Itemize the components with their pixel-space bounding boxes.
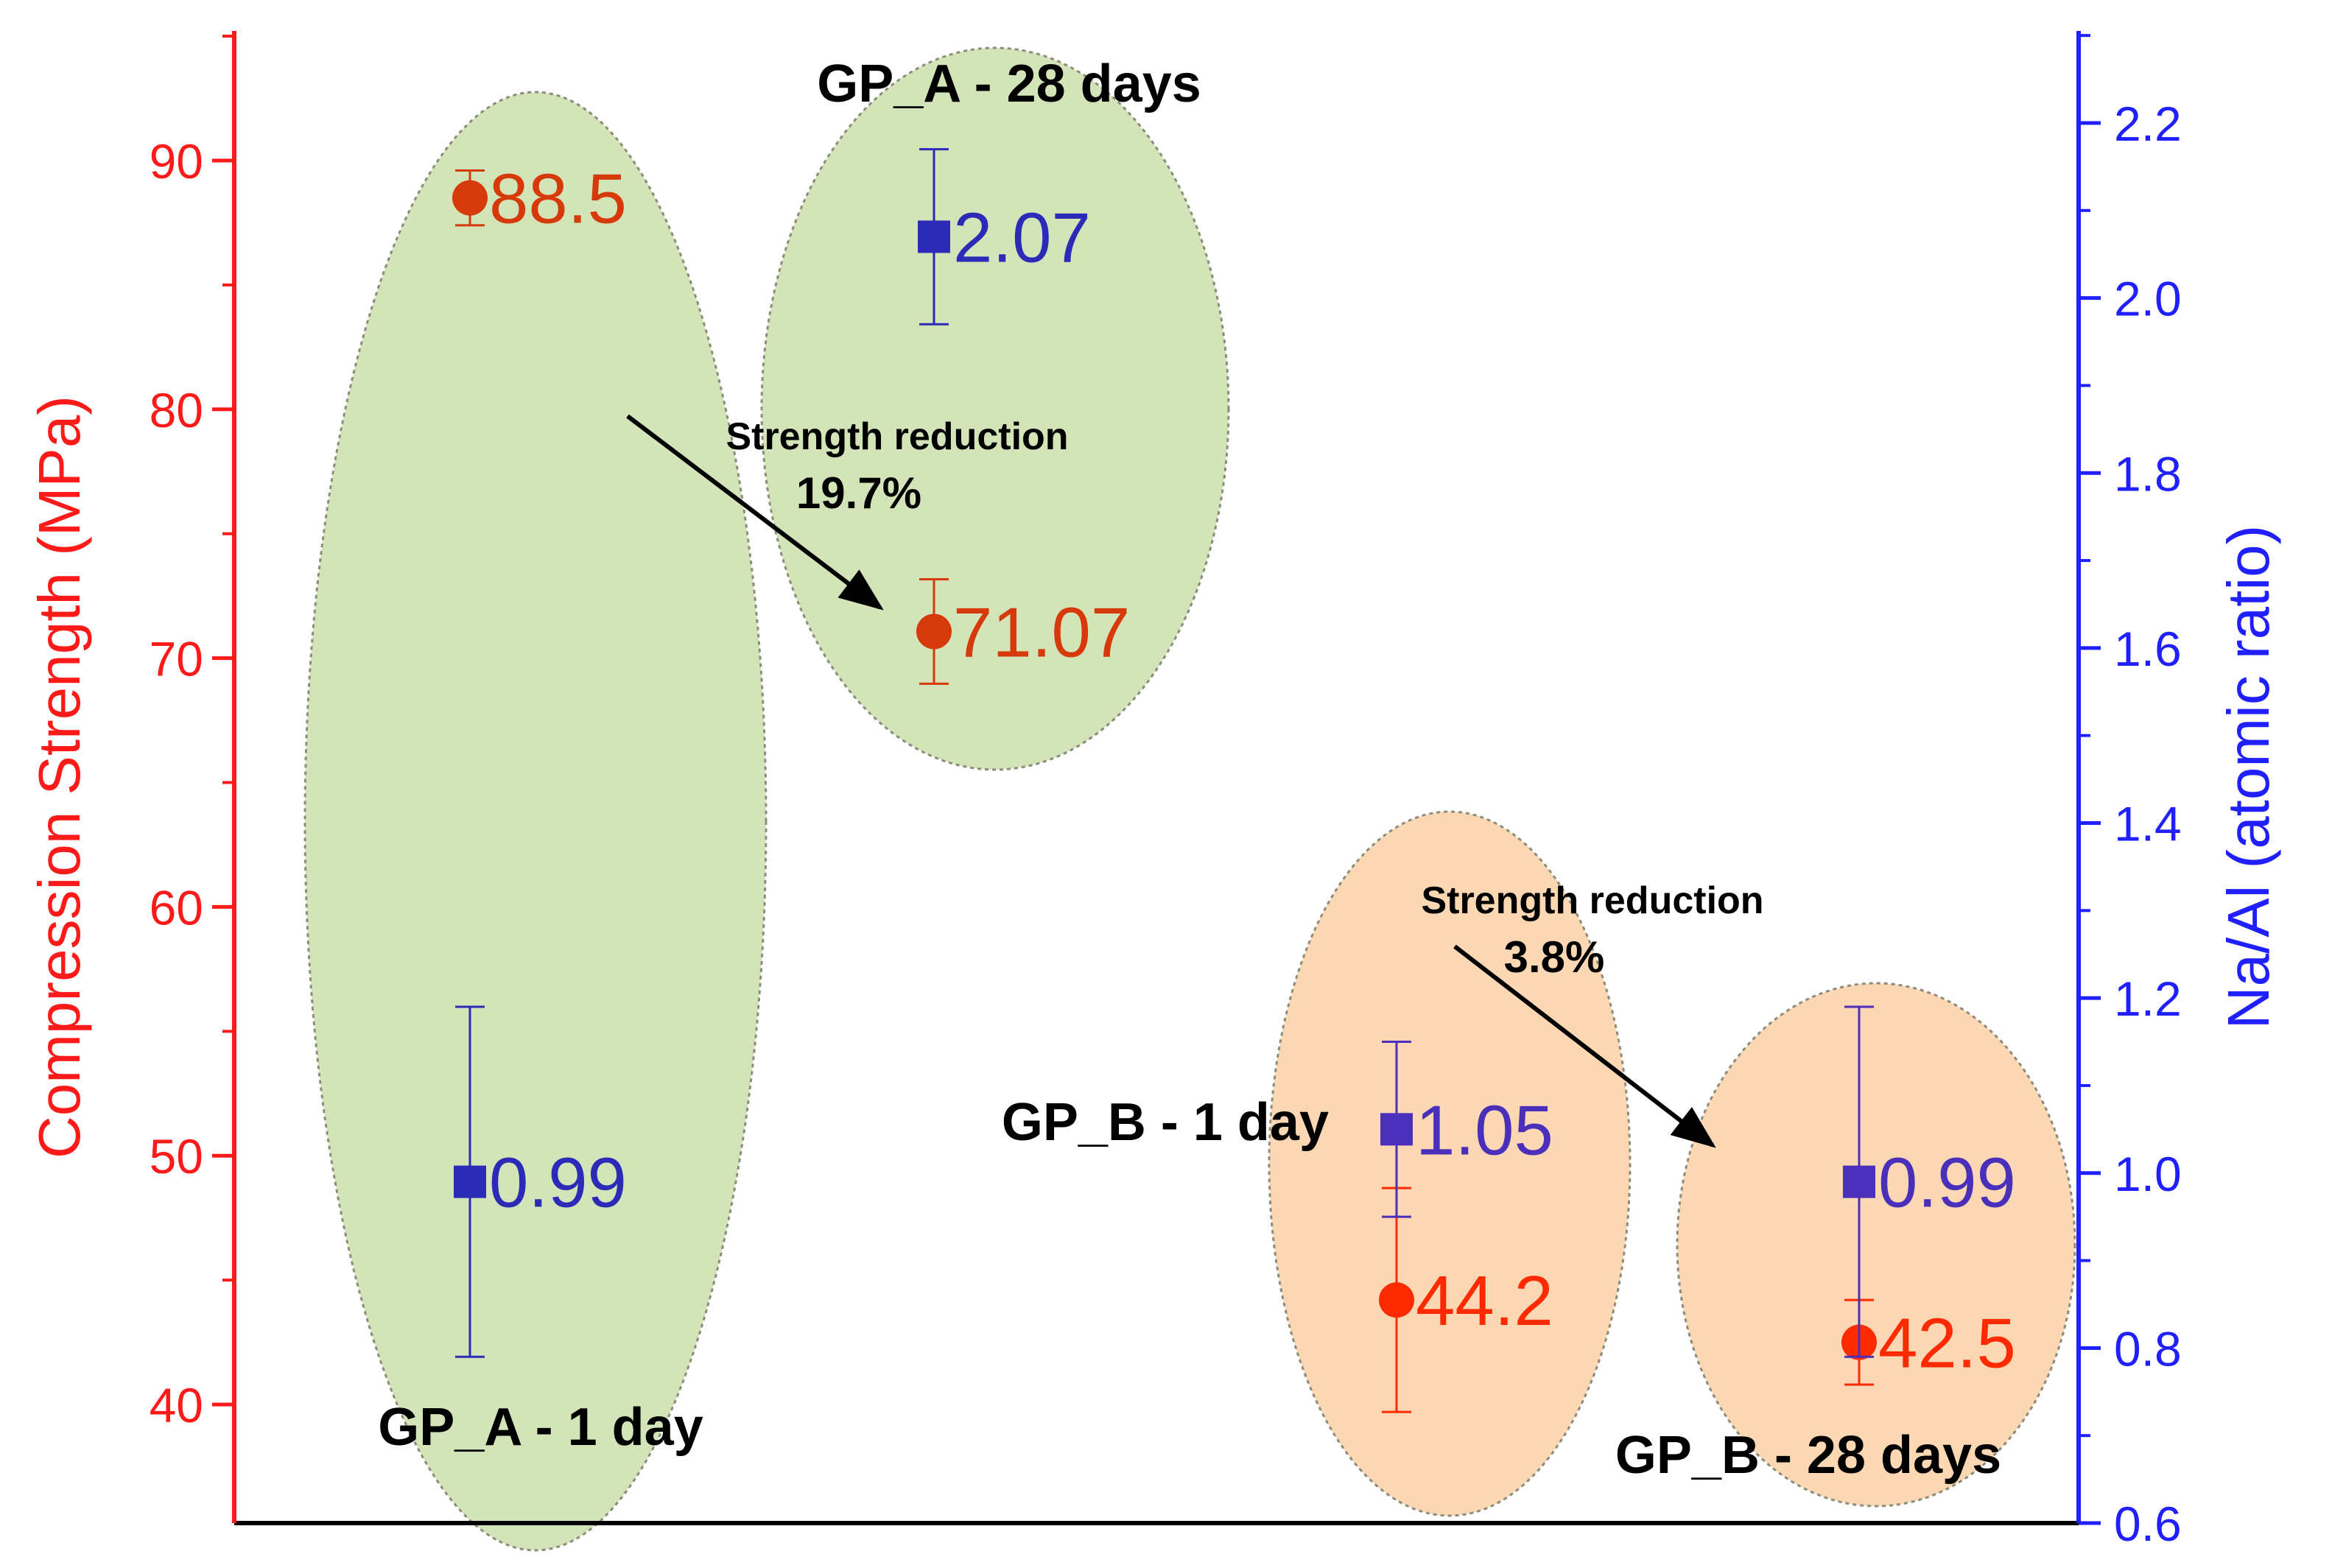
group-label-b28: GP_B - 28 days: [1615, 1426, 2001, 1485]
annotations: Strength reduction 19.7% Strength reductio…: [626, 414, 1764, 1148]
group-ellipse-b28: [1676, 982, 2076, 1508]
y-left-tick-label: 70: [150, 632, 203, 686]
reduction-label: Strength reduction: [1421, 879, 1763, 922]
y-right-tick-label: 1.8: [2114, 446, 2182, 501]
y-axis-right-label: Na/Al (atomic ratio): [2216, 525, 2281, 1030]
y-right-tick-label: 0.8: [2114, 1321, 2182, 1376]
y-right-tick-label: 2.2: [2114, 96, 2182, 151]
y-left-tick-label: 50: [150, 1129, 203, 1184]
group-labels: GP_A - 1 day GP_A - 28 days GP_B - 1 day GP…: [378, 55, 2001, 1485]
group-ellipse-b1: [1268, 810, 1632, 1517]
y-right-tick-label: 1.4: [2114, 797, 2182, 851]
strength-value-label: 71.07: [953, 593, 1130, 672]
y-left-tick-label: 80: [150, 383, 203, 437]
y-right-tick-label: 1.2: [2114, 971, 2182, 1026]
strength-point: [916, 614, 952, 650]
data-points: 88.5 71.07 44.2 42.5 0.99 2.07 1.05 0.99: [452, 148, 2016, 1413]
y-axis-left-label: Compression Strength (MPa): [27, 395, 92, 1159]
ratio-value-label: 2.07: [953, 198, 1091, 277]
reduction-percent: 19.7%: [796, 468, 921, 518]
axes: 40 50 60 70 80 90 0.6 0.8 1.0 1.2 1.4 1.6 1.8 2.0 2.2: [150, 31, 2182, 1551]
reduction-arrow: [626, 414, 884, 611]
reduction-arrow: [1453, 944, 1716, 1148]
y-right-tick-label: 1.6: [2114, 622, 2182, 676]
y-left-tick-label: 90: [150, 134, 203, 189]
reduction-percent: 3.8%: [1504, 932, 1605, 982]
strength-value-label: 44.2: [1416, 1262, 1553, 1340]
reduction-label: Strength reduction: [726, 415, 1068, 458]
strength-point: [452, 180, 488, 216]
group-label-a28: GP_A - 28 days: [817, 55, 1201, 113]
group-ellipse-a1: [303, 91, 768, 1552]
ratio-value-label: 1.05: [1416, 1091, 1553, 1170]
y-left-tick-label: 60: [150, 880, 203, 935]
ratio-point: [454, 1165, 486, 1198]
strength-value-label: 88.5: [489, 160, 627, 239]
ratio-point: [1380, 1113, 1413, 1146]
y-right-tick-label: 0.6: [2114, 1497, 2182, 1551]
y-right-tick-label: 1.0: [2114, 1147, 2182, 1201]
y-right-tick-label: 2.0: [2114, 272, 2182, 326]
ratio-value-label: 0.99: [1878, 1144, 2016, 1223]
ratio-point: [1843, 1165, 1875, 1198]
group-label-b1: GP_B - 1 day: [1002, 1093, 1329, 1152]
strength-point: [1379, 1282, 1414, 1318]
group-ellipses: [303, 46, 2076, 1552]
group-label-a1: GP_A - 1 day: [378, 1398, 703, 1457]
ratio-value-label: 0.99: [489, 1144, 627, 1223]
y-left-tick-label: 40: [150, 1378, 203, 1432]
strength-value-label: 42.5: [1878, 1304, 2016, 1383]
ratio-point: [918, 220, 950, 253]
